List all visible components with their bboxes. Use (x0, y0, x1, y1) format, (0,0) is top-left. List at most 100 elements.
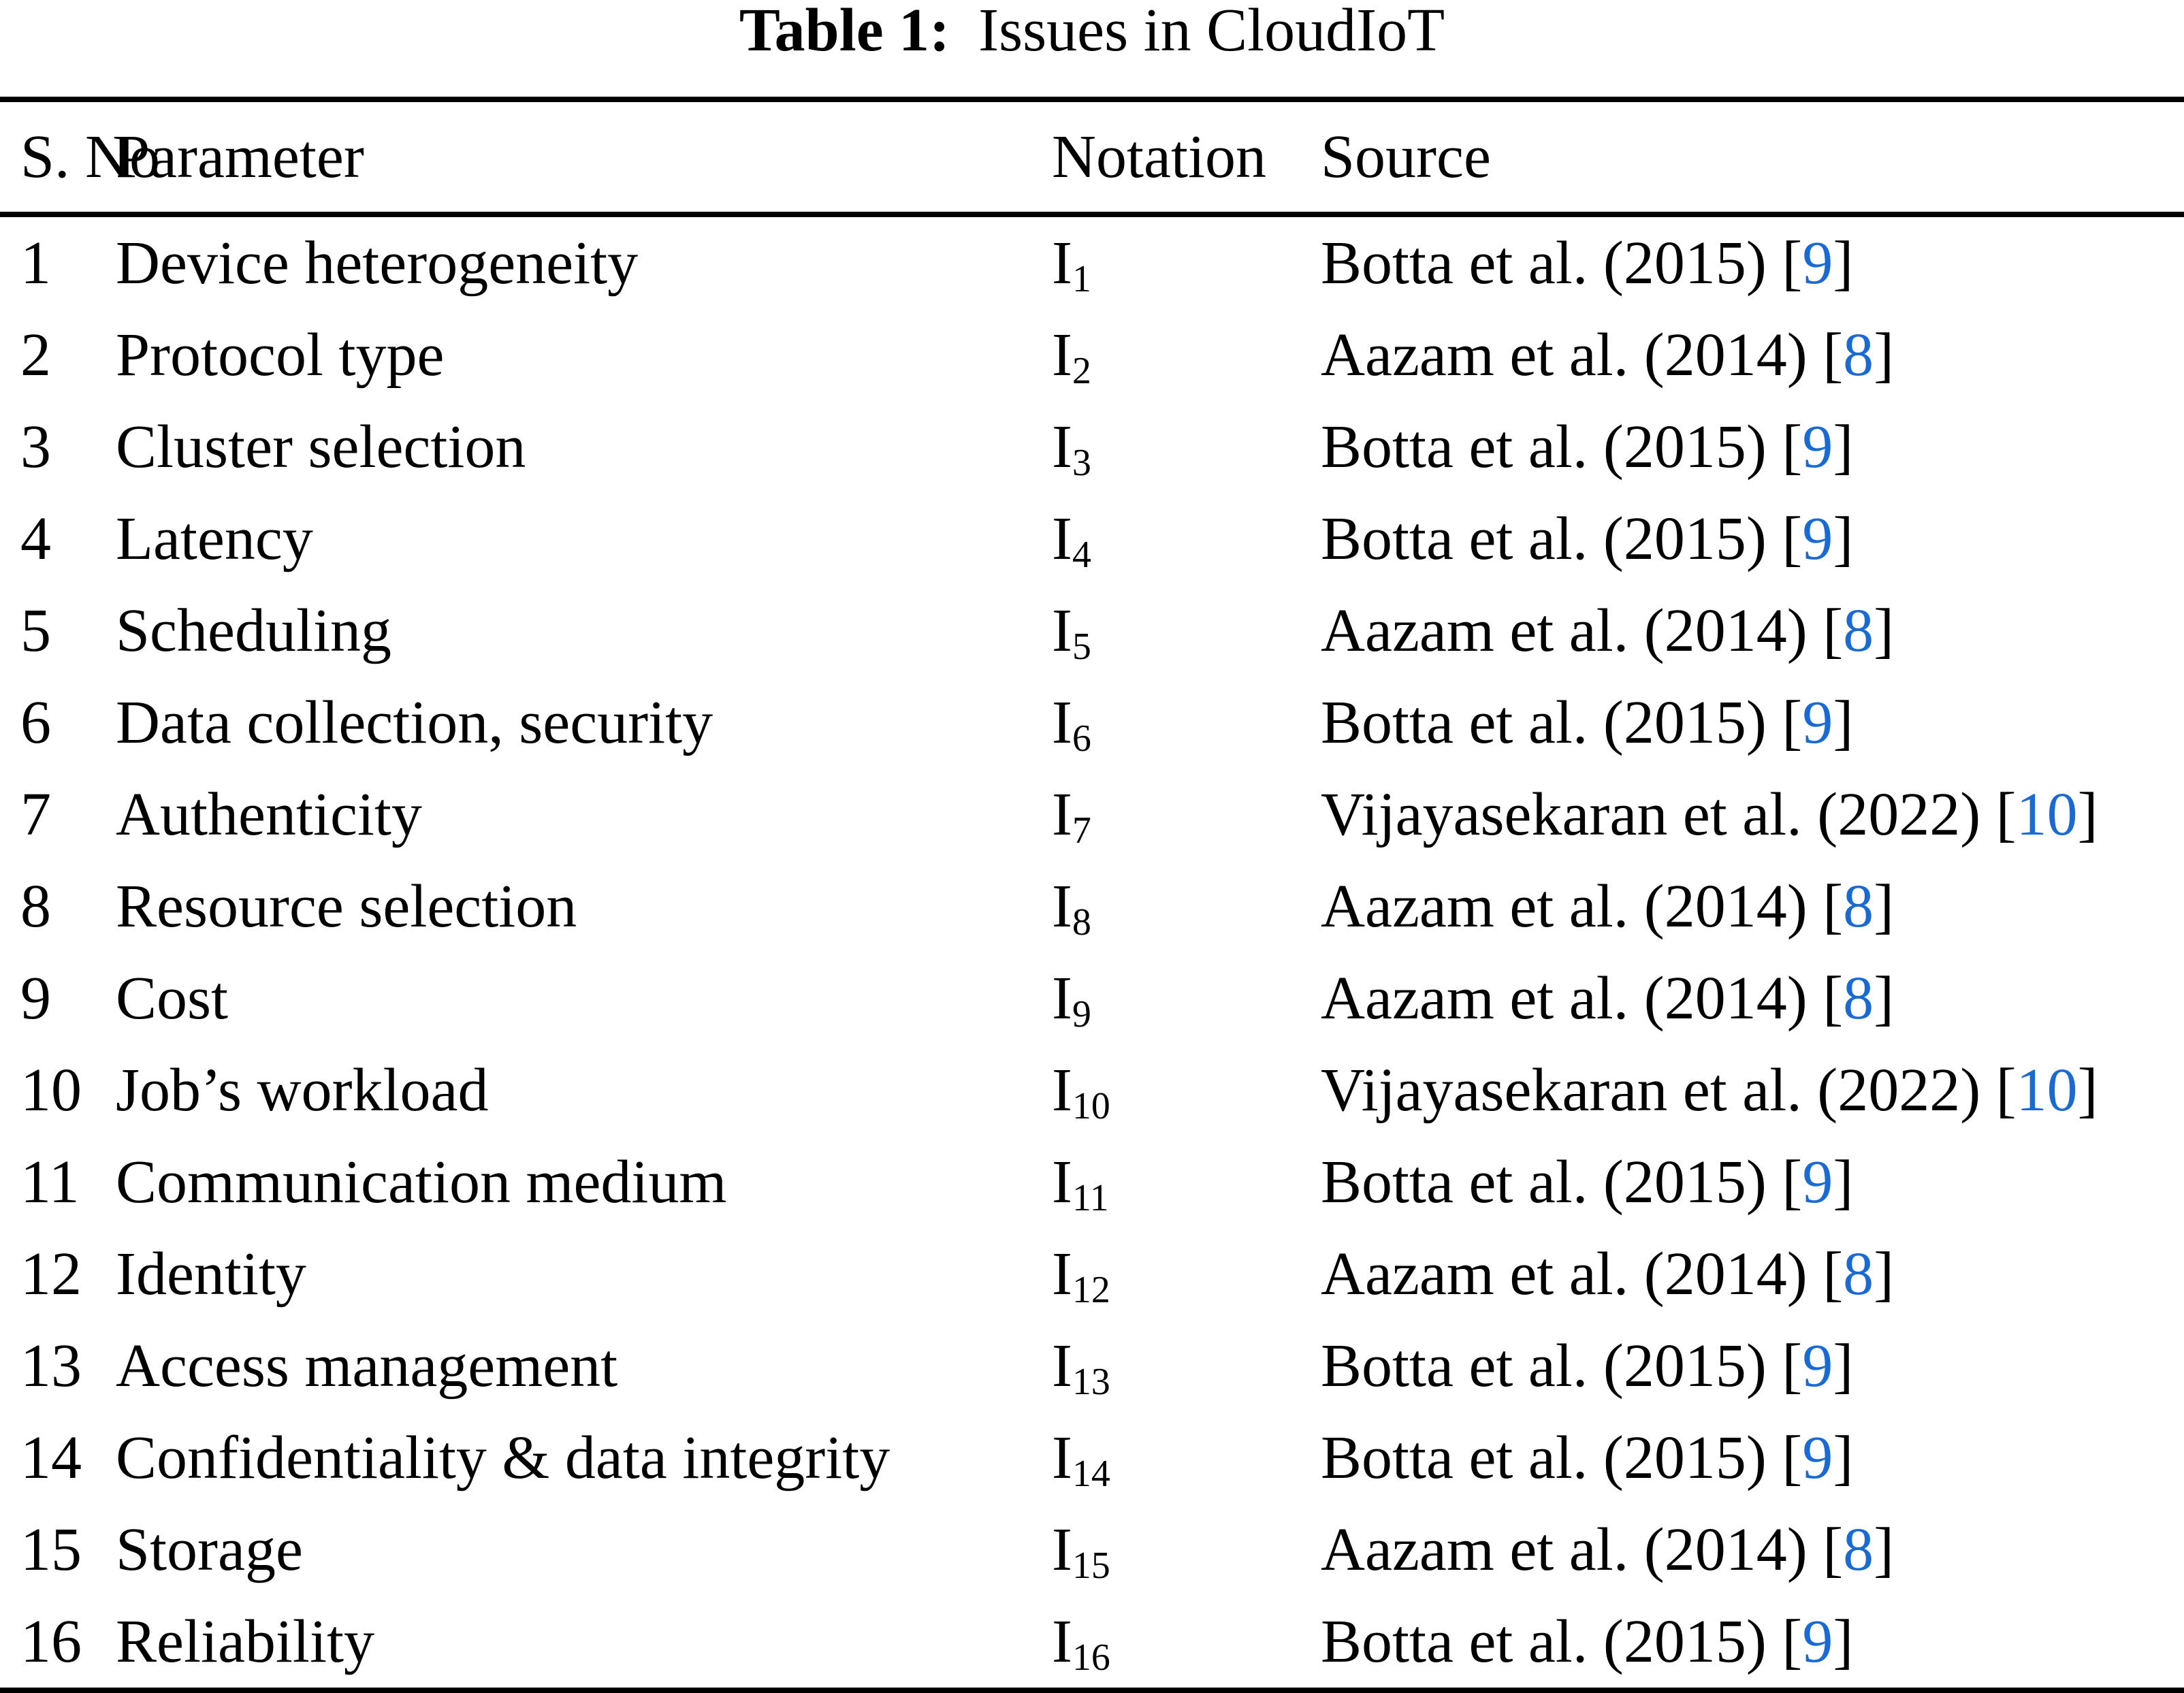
citation-bracket-close: ] (1874, 872, 1895, 940)
notation-symbol: I (1052, 1240, 1072, 1308)
cell-parameter: Storage (116, 1515, 303, 1583)
notation-subscript: 2 (1072, 349, 1091, 392)
cell-parameter: Authenticity (116, 780, 422, 848)
citation-bracket-open: [ (1822, 1240, 1844, 1308)
citation-bracket-open: [ (1782, 413, 1803, 481)
table-row: 2 Protocol type I2 Aazam et al. (2014) [… (0, 309, 2184, 401)
citation-bracket-open: [ (1782, 1423, 1803, 1492)
cell-notation: I6 (1052, 688, 1321, 758)
citation-ref-link[interactable]: 9 (1802, 688, 1833, 756)
notation-symbol: I (1052, 688, 1072, 756)
cell-parameter: Data collection, security (116, 688, 713, 756)
citation-ref-link[interactable]: 10 (2016, 1056, 2078, 1124)
source-citation-text: Botta et al. (2015) (1321, 504, 1767, 573)
cell-notation: I2 (1052, 324, 1321, 390)
citation-bracket-close: ] (1833, 504, 1854, 573)
source-citation-text: Aazam et al. (2014) (1321, 964, 1808, 1032)
cell-parameter: Confidentiality & data integrity (116, 1423, 890, 1492)
cell-notation: I15 (1052, 1519, 1321, 1585)
cell-source: Aazam et al. (2014) [8] (1321, 324, 2184, 386)
notation-symbol: I (1052, 504, 1072, 573)
cell-notation: I11 (1052, 1151, 1321, 1217)
citation-ref-link[interactable]: 8 (1843, 596, 1874, 664)
table-row: 3 Cluster selection I3 Botta et al. (201… (0, 401, 2184, 493)
citation-bracket-close: ] (2077, 1056, 2098, 1124)
citation-ref-link[interactable]: 8 (1843, 321, 1874, 389)
cell-parameter: Identity (116, 1240, 306, 1308)
citation-ref-link[interactable]: 9 (1802, 1607, 1833, 1675)
citation-bracket-close: ] (1833, 688, 1854, 756)
header-notation: Notation (1052, 123, 1266, 191)
table-row: 13 Access management I13 Botta et al. (2… (0, 1320, 2184, 1412)
header-s-no: S. No (20, 123, 161, 191)
citation-ref-link[interactable]: 8 (1843, 872, 1874, 940)
citation-bracket-open: [ (1822, 872, 1844, 940)
citation-ref-link[interactable]: 9 (1802, 413, 1833, 481)
cell-s-no: 3 (20, 413, 51, 481)
notation-subscript: 16 (1072, 1636, 1110, 1679)
cell-parameter: Reliability (116, 1607, 374, 1675)
citation-bracket-open: [ (1995, 1056, 2017, 1124)
citation-bracket-open: [ (1822, 321, 1844, 389)
table-row: 8 Resource selection I8 Aazam et al. (20… (0, 860, 2184, 952)
cell-notation: I14 (1052, 1427, 1321, 1493)
cell-parameter: Latency (116, 504, 313, 573)
cell-source: Botta et al. (2015) [9] (1321, 1335, 2184, 1397)
table-header-row: S. No Parameter Notation Source (0, 102, 2184, 212)
table-row: 9 Cost I9 Aazam et al. (2014) [8] (0, 952, 2184, 1044)
cell-notation: I9 (1052, 967, 1321, 1033)
notation-subscript: 12 (1072, 1268, 1110, 1311)
citation-bracket-open: [ (1822, 596, 1844, 664)
citation-ref-link[interactable]: 8 (1843, 1240, 1874, 1308)
citation-ref-link[interactable]: 8 (1843, 1515, 1874, 1583)
notation-symbol: I (1052, 229, 1072, 297)
citation-ref-link[interactable]: 9 (1802, 1148, 1833, 1216)
notation-symbol: I (1052, 1148, 1072, 1216)
cell-s-no: 2 (20, 321, 51, 389)
citation-ref-link[interactable]: 9 (1802, 229, 1833, 297)
cell-s-no: 15 (20, 1515, 82, 1583)
cell-source: Aazam et al. (2014) [8] (1321, 872, 2184, 940)
cell-s-no: 9 (20, 964, 51, 1032)
cell-parameter: Cluster selection (116, 413, 526, 481)
source-citation-text: Vijayasekaran et al. (2022) (1321, 1056, 1981, 1124)
cell-source: Aazam et al. (2014) [8] (1321, 1243, 2184, 1305)
cell-s-no: 8 (20, 872, 51, 940)
citation-bracket-open: [ (1822, 964, 1844, 1032)
citation-ref-link[interactable]: 9 (1802, 504, 1833, 573)
citation-bracket-close: ] (1874, 1240, 1895, 1308)
notation-symbol: I (1052, 780, 1072, 848)
citation-ref-link[interactable]: 10 (2016, 780, 2078, 848)
table-row: 16 Reliability I16 Botta et al. (2015) [… (0, 1596, 2184, 1688)
cell-notation: I16 (1052, 1611, 1321, 1677)
cell-parameter: Access management (116, 1332, 618, 1400)
table-caption: Table 1: Issues in CloudIoT (0, 0, 2184, 97)
source-citation-text: Botta et al. (2015) (1321, 1148, 1767, 1216)
citation-bracket-open: [ (1782, 504, 1803, 573)
citation-bracket-close: ] (1833, 413, 1854, 481)
cell-notation: I1 (1052, 232, 1321, 298)
notation-symbol: I (1052, 596, 1072, 664)
cell-notation: I7 (1052, 780, 1321, 850)
citation-bracket-close: ] (1833, 1607, 1854, 1675)
table-row: 12 Identity I12 Aazam et al. (2014) [8] (0, 1228, 2184, 1320)
citation-ref-link[interactable]: 9 (1802, 1423, 1833, 1492)
table-row: 5 Scheduling I5 Aazam et al. (2014) [8] (0, 585, 2184, 677)
citation-ref-link[interactable]: 9 (1802, 1332, 1833, 1400)
cell-notation: I10 (1052, 1059, 1321, 1125)
table-caption-text: Issues in CloudIoT (978, 0, 1445, 64)
table-row: 1 Device heterogeneity I1 Botta et al. (… (0, 217, 2184, 309)
citation-ref-link[interactable]: 8 (1843, 964, 1874, 1032)
table-row: 6 Data collection, security I6 Botta et … (0, 677, 2184, 769)
notation-symbol: I (1052, 413, 1072, 481)
header-parameter: Parameter (116, 123, 364, 191)
cell-notation: I8 (1052, 875, 1321, 941)
source-citation-text: Aazam et al. (2014) (1321, 1515, 1808, 1583)
source-citation-text: Botta et al. (2015) (1321, 688, 1767, 756)
cell-s-no: 4 (20, 504, 51, 573)
cell-s-no: 10 (20, 1056, 82, 1124)
table-row: 7 Authenticity I7 Vijayasekaran et al. (… (0, 769, 2184, 860)
citation-bracket-open: [ (1782, 1607, 1803, 1675)
table-row: 15 Storage I15 Aazam et al. (2014) [8] (0, 1504, 2184, 1596)
